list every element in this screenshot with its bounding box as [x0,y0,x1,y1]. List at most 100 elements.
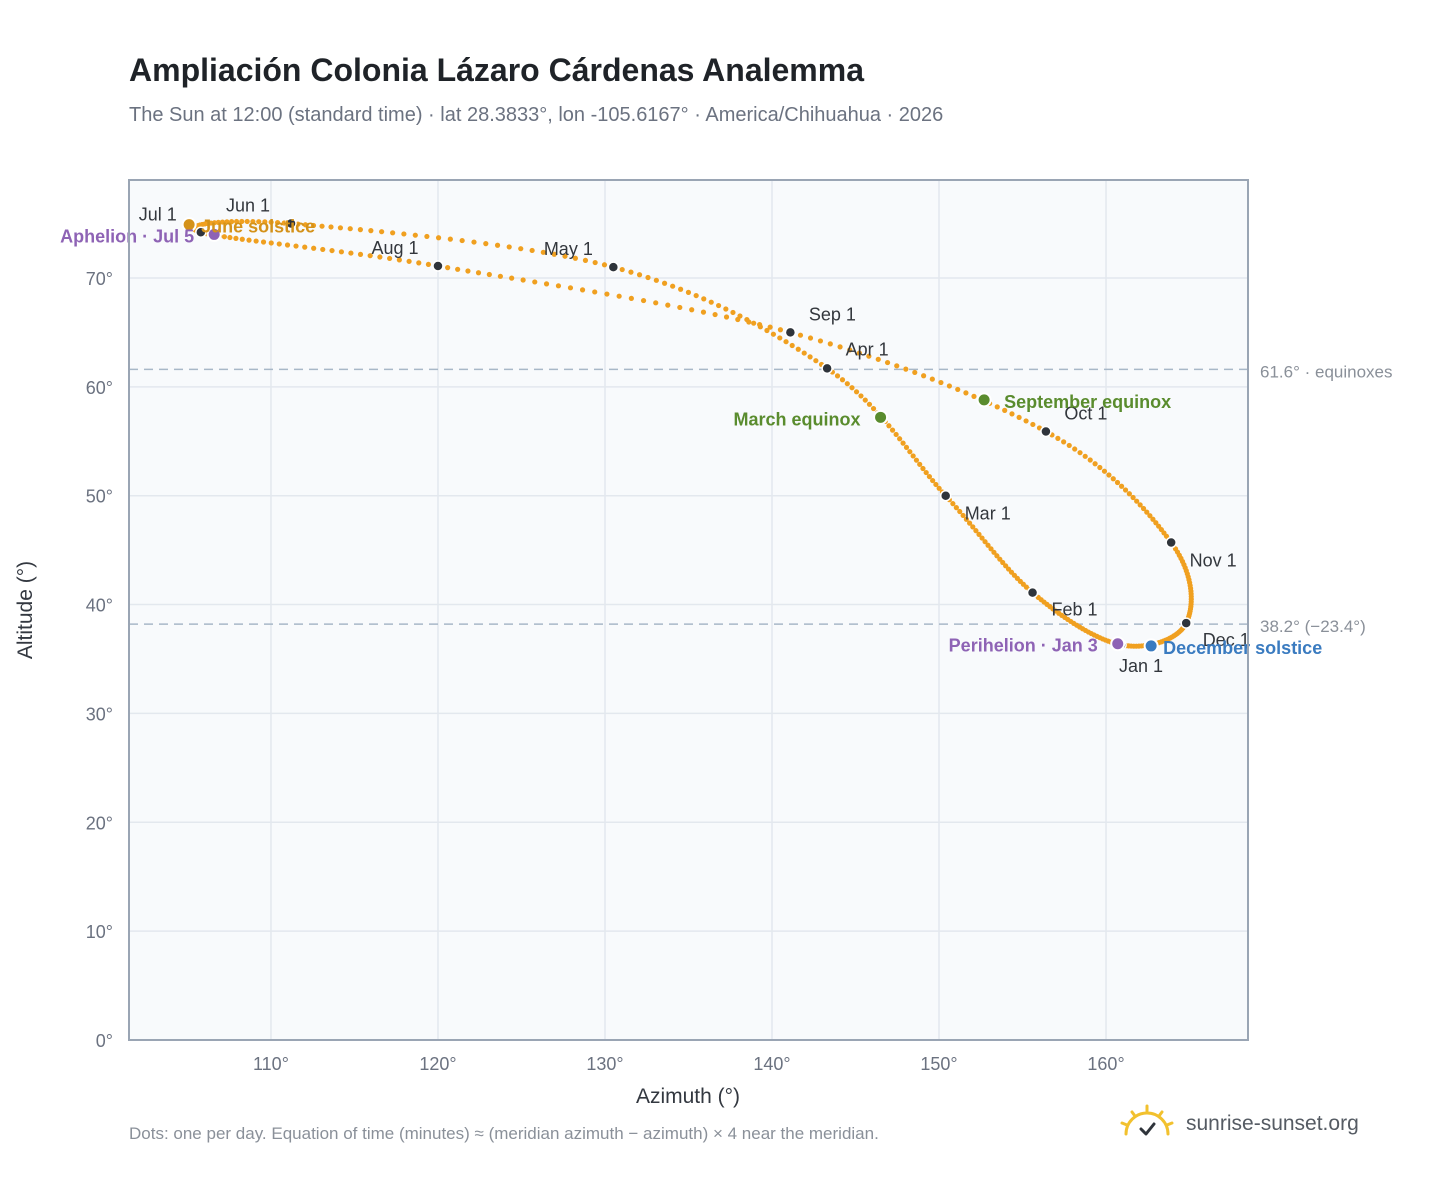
daily-sun-dot [357,227,363,233]
daily-sun-dot [971,393,977,399]
daily-sun-dot [406,258,412,264]
daily-sun-dot [1150,516,1156,522]
daily-sun-dot [689,307,695,313]
daily-sun-dot [1144,509,1150,515]
markers [181,217,1192,654]
daily-sun-dot [509,275,515,281]
chart-title: Ampliación Colonia Lázaro Cárdenas Anale… [129,52,864,88]
daily-sun-dot [416,260,422,266]
daily-sun-dot [994,553,1000,559]
daily-sun-dot [1016,414,1022,421]
daily-sun-dot [592,289,598,295]
daily-sun-dot [789,342,795,349]
y-tick-label: 20° [86,813,113,833]
daily-sun-dot [976,531,982,537]
daily-sun-dot [1097,464,1103,471]
daily-sun-dot [435,235,442,241]
daily-sun-dot [970,524,976,530]
event-marker [206,226,222,242]
daily-sun-dot [1153,520,1159,526]
event-label: September equinox [1004,392,1171,412]
chart-subtitle: The Sun at 12:00 (standard time) · lat 2… [129,104,944,126]
daily-sun-dot [907,449,913,455]
event-marker [873,409,889,425]
daily-sun-dot [708,299,714,305]
x-tick-label: 140° [753,1054,790,1074]
daily-sun-dot [1002,407,1008,413]
daily-sun-dot [328,224,334,230]
daily-sun-dot [700,309,707,315]
month-marker [285,217,297,230]
y-axis-label: Altitude (°) [14,561,37,659]
daily-sun-dot [262,219,268,225]
daily-sun-dot [963,516,969,522]
daily-sun-dot [229,219,235,225]
daily-sun-dot [412,232,418,238]
daily-sun-dot [693,292,699,299]
month-marker [784,326,797,339]
daily-sun-dot [797,332,804,338]
daily-sun-dot [1087,457,1093,463]
daily-sun-dot [506,244,512,250]
daily-sun-dot [628,269,634,275]
daily-sun-dot [875,356,881,362]
daily-sun-dot [844,381,850,387]
daily-sun-dot [751,320,757,326]
daily-sun-dot [1077,450,1083,456]
daily-sun-dot [302,244,308,250]
daily-sun-dot [310,222,317,229]
y-tick-label: 30° [86,704,113,724]
daily-sun-dot [319,223,325,229]
daily-sun-dot [224,219,230,225]
daily-sun-dot [1140,505,1147,512]
daily-sun-dot [723,306,729,312]
month-label: Nov 1 [1190,551,1237,571]
daily-sun-dot [807,354,813,360]
daily-sun-dot [562,253,568,259]
daily-sun-dot [518,246,524,252]
daily-sun-dot [636,272,643,278]
daily-sun-dot [953,505,959,511]
reference-lines: 61.6° · equinoxes 38.2° (−23.4°) [129,362,1393,636]
daily-sun-dot [483,241,489,247]
daily-sun-dot [856,350,862,356]
daily-sun-dot [926,473,933,480]
daily-sun-dot [475,270,482,276]
daily-sun-dot [579,287,586,293]
daily-sun-dot [494,242,501,248]
daily-sun-dot [233,235,239,241]
daily-sun-dot [347,226,353,232]
brand-name[interactable]: sunrise-sunset.org [1186,1112,1359,1135]
daily-sun-dot [572,255,578,261]
daily-sun-dot [746,319,752,325]
month-marker [432,260,444,272]
daily-sun-dot [302,222,309,228]
month-label: Jan 1 [1119,656,1163,676]
reference-line-label: 38.2° (−23.4°) [1260,617,1366,636]
daily-sun-dot [938,379,944,386]
x-tick-label: 130° [586,1054,623,1074]
month-marker [939,489,952,502]
daily-sun-dot [847,347,853,353]
daily-sun-dot [582,257,589,263]
daily-sun-dot [834,373,841,379]
month-marker [607,261,620,273]
month-label: Mar 1 [965,504,1011,524]
daily-sun-dot [870,405,877,412]
brand[interactable]: sunrise-sunset.org [1120,1102,1359,1146]
daily-sun-dot [653,300,659,306]
daily-sun-dot [930,477,936,484]
month-label: Feb 1 [1052,600,1098,620]
daily-sun-dot [567,285,574,291]
daily-sun-dot [387,255,393,262]
daily-sun-dot [1147,513,1153,519]
daily-sun-dot [889,427,896,433]
daily-sun-dot [712,311,718,318]
daily-sun-dot [884,359,891,366]
daily-sun-dot [960,512,966,519]
plot-area [129,180,1248,1040]
daily-sun-dot [338,249,345,255]
daily-sun-dot [497,273,503,279]
daily-sun-dot [424,233,430,240]
daily-sun-dot [921,373,927,379]
